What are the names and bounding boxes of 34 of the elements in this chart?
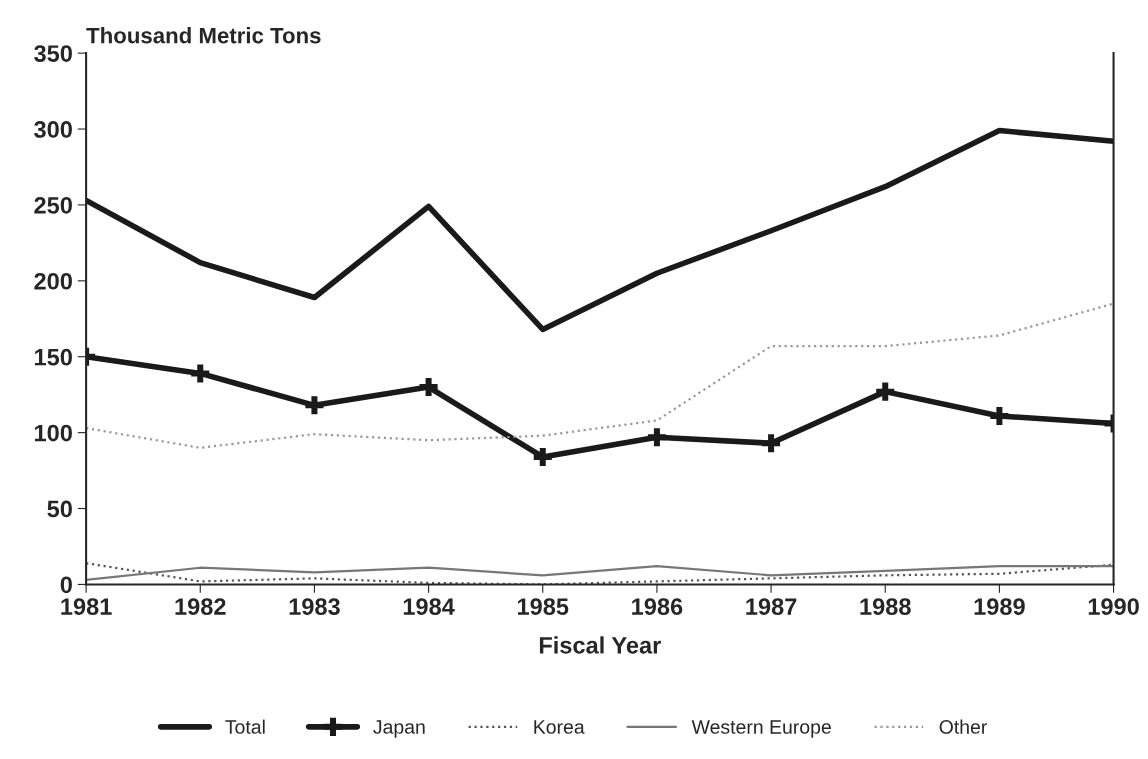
point <box>876 382 895 401</box>
legend-label: Japan <box>373 720 425 738</box>
y-tick-label: 200 <box>34 272 72 290</box>
y-tick-label: 50 <box>47 500 72 518</box>
x-tick-label: 1982 <box>175 598 226 615</box>
legend-label: Total <box>225 719 265 734</box>
point <box>647 428 666 447</box>
y-tick-label: 350 <box>34 45 72 62</box>
x-tick-label: 1984 <box>403 598 455 615</box>
y-axis-title: Thousand Metric Tons <box>86 27 321 44</box>
legend-label: Korea <box>534 720 585 734</box>
x-tick-label: 1985 <box>517 598 569 615</box>
x-axis-title: Fiscal Year <box>539 636 661 654</box>
point <box>191 364 210 383</box>
point <box>533 447 552 466</box>
y-tick-label: 300 <box>34 121 72 138</box>
point <box>990 406 1009 425</box>
point <box>762 434 781 453</box>
x-tick-label: 1990 <box>1088 598 1139 615</box>
y-tick-label: 150 <box>35 348 72 366</box>
line-series <box>86 302 1114 449</box>
x-tick-label: 1989 <box>974 598 1025 615</box>
x-tick-label: 1987 <box>746 598 797 615</box>
y-tick-label: 100 <box>35 424 72 442</box>
point <box>419 378 438 397</box>
y-tick-label: 0 <box>60 576 72 594</box>
x-tick-label: 1981 <box>61 598 112 615</box>
legend-label: Western Europe <box>691 720 831 738</box>
point <box>305 396 324 415</box>
y-tick-label: 250 <box>34 197 72 214</box>
legend-label: Other <box>939 719 987 734</box>
x-tick-label: 1983 <box>289 598 340 615</box>
x-tick-label: 1988 <box>860 598 911 615</box>
x-tick-label: 1986 <box>632 598 683 615</box>
